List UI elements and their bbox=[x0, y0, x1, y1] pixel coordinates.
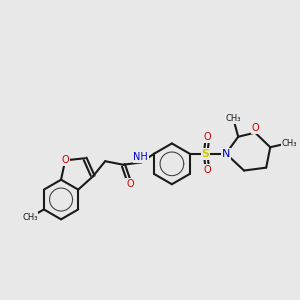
Text: O: O bbox=[251, 123, 259, 133]
Text: O: O bbox=[203, 132, 211, 142]
Text: NH: NH bbox=[133, 152, 148, 162]
Text: CH₃: CH₃ bbox=[281, 139, 297, 148]
Text: O: O bbox=[203, 165, 211, 175]
Text: N: N bbox=[222, 148, 230, 159]
Text: CH₃: CH₃ bbox=[22, 213, 38, 222]
Text: S: S bbox=[202, 148, 210, 159]
Text: CH₃: CH₃ bbox=[226, 114, 241, 123]
Text: O: O bbox=[61, 155, 69, 165]
Text: O: O bbox=[126, 179, 134, 189]
